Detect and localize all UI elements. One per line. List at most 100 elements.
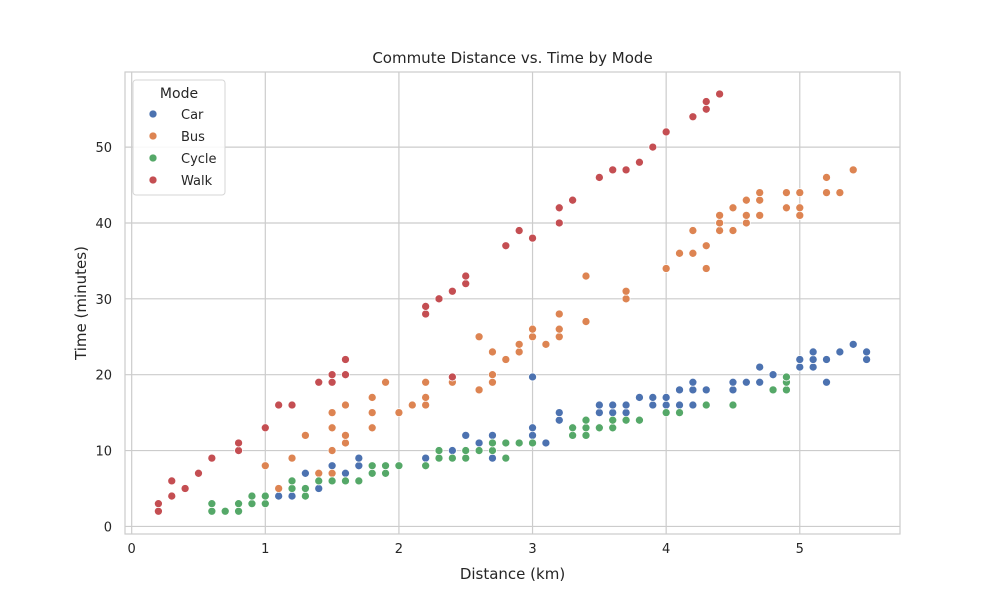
data-point-bus (822, 188, 831, 197)
data-point-bus (581, 271, 591, 281)
data-point-walk (461, 271, 471, 281)
data-point-bus (554, 309, 564, 319)
data-point-walk (568, 195, 577, 205)
data-point-cycle (434, 453, 444, 463)
data-point-cycle (260, 491, 270, 501)
x-tick-label: 0 (128, 542, 136, 557)
data-point-bus (715, 211, 724, 220)
data-point-bus (715, 226, 724, 235)
data-point-walk (448, 372, 457, 382)
data-point-car (661, 400, 671, 410)
data-point-car (688, 385, 698, 395)
data-point-cycle (301, 491, 310, 501)
y-tick-label: 0 (104, 520, 112, 535)
data-point-cycle (434, 446, 444, 455)
data-point-bus (675, 248, 684, 258)
data-point-car (728, 377, 738, 387)
legend-label: Bus (181, 130, 205, 145)
data-point-bus (474, 385, 484, 395)
legend-item-walk: Walk (148, 174, 213, 189)
data-point-walk (207, 453, 217, 463)
x-tick-label: 3 (528, 542, 536, 557)
data-point-bus (661, 264, 671, 273)
data-point-cycle (354, 476, 364, 486)
data-point-car (755, 377, 765, 387)
data-point-car (808, 347, 818, 357)
data-point-walk (314, 377, 324, 387)
data-point-bus (314, 468, 324, 478)
y-tick-label: 30 (95, 293, 112, 308)
data-point-bus (341, 400, 350, 410)
data-point-walk (554, 203, 564, 213)
data-point-cycle (675, 408, 684, 417)
data-point-bus (741, 195, 751, 205)
data-point-bus (327, 468, 337, 478)
legend-item-bus: Bus (148, 130, 205, 145)
data-point-bus (688, 248, 698, 258)
data-point-bus (782, 203, 791, 213)
plot-frame (124, 71, 901, 535)
y-tick-label: 40 (95, 217, 112, 232)
data-point-bus (421, 393, 430, 402)
data-point-cycle (327, 476, 337, 486)
data-point-cycle (514, 438, 524, 448)
data-point-car (808, 362, 818, 372)
data-point-car (648, 400, 658, 410)
data-point-walk (701, 104, 711, 114)
data-point-walk (180, 484, 190, 493)
legend: Mode Car Bus Cycle Walk (132, 79, 226, 196)
data-point-cycle (234, 499, 243, 509)
data-point-car (768, 370, 778, 380)
data-point-bus (701, 241, 711, 251)
legend-label: Cycle (181, 152, 217, 167)
data-point-bus (701, 264, 711, 273)
data-point-cycle (595, 423, 604, 433)
data-point-bus (741, 218, 751, 228)
data-point-bus (554, 332, 564, 342)
data-point-cycle (367, 461, 377, 471)
data-point-cycle (568, 423, 577, 433)
legend-marker (148, 175, 158, 185)
data-point-bus (501, 355, 511, 364)
data-point-bus (301, 431, 310, 440)
data-point-car (728, 385, 738, 395)
legend-title: Mode (160, 86, 198, 102)
data-point-car (688, 377, 698, 387)
data-point-car (461, 431, 471, 440)
legend-marker (148, 153, 158, 163)
data-point-car (688, 400, 698, 410)
data-point-cycle (287, 484, 297, 493)
data-point-car (648, 393, 658, 402)
data-point-cycle (207, 506, 217, 516)
legend-marker (148, 109, 158, 119)
data-point-car (862, 355, 871, 364)
data-point-walk (234, 446, 243, 455)
data-point-bus (822, 173, 831, 182)
data-point-car (554, 415, 564, 425)
data-point-walk (341, 370, 350, 380)
data-point-car (675, 385, 684, 395)
data-point-walk (260, 423, 270, 433)
data-point-cycle (768, 385, 778, 395)
data-point-walk (287, 400, 297, 410)
data-point-bus (488, 370, 497, 380)
data-point-bus (795, 211, 805, 220)
data-point-car (488, 453, 497, 463)
data-point-car (621, 400, 631, 410)
data-point-car (661, 393, 671, 402)
legend-label: Car (181, 108, 204, 123)
data-points (154, 89, 871, 516)
data-point-bus (528, 324, 537, 334)
data-point-car (701, 385, 711, 395)
data-point-car (341, 468, 350, 478)
data-point-cycle (488, 446, 497, 455)
y-axis-label: Time (minutes) (72, 246, 90, 361)
data-point-car (354, 453, 364, 463)
data-point-walk (274, 400, 284, 410)
x-tick-label: 1 (261, 542, 269, 557)
data-point-walk (595, 173, 604, 182)
data-point-bus (514, 347, 524, 357)
data-point-car (287, 491, 297, 501)
data-point-car (595, 400, 604, 410)
data-point-walk (327, 377, 337, 387)
